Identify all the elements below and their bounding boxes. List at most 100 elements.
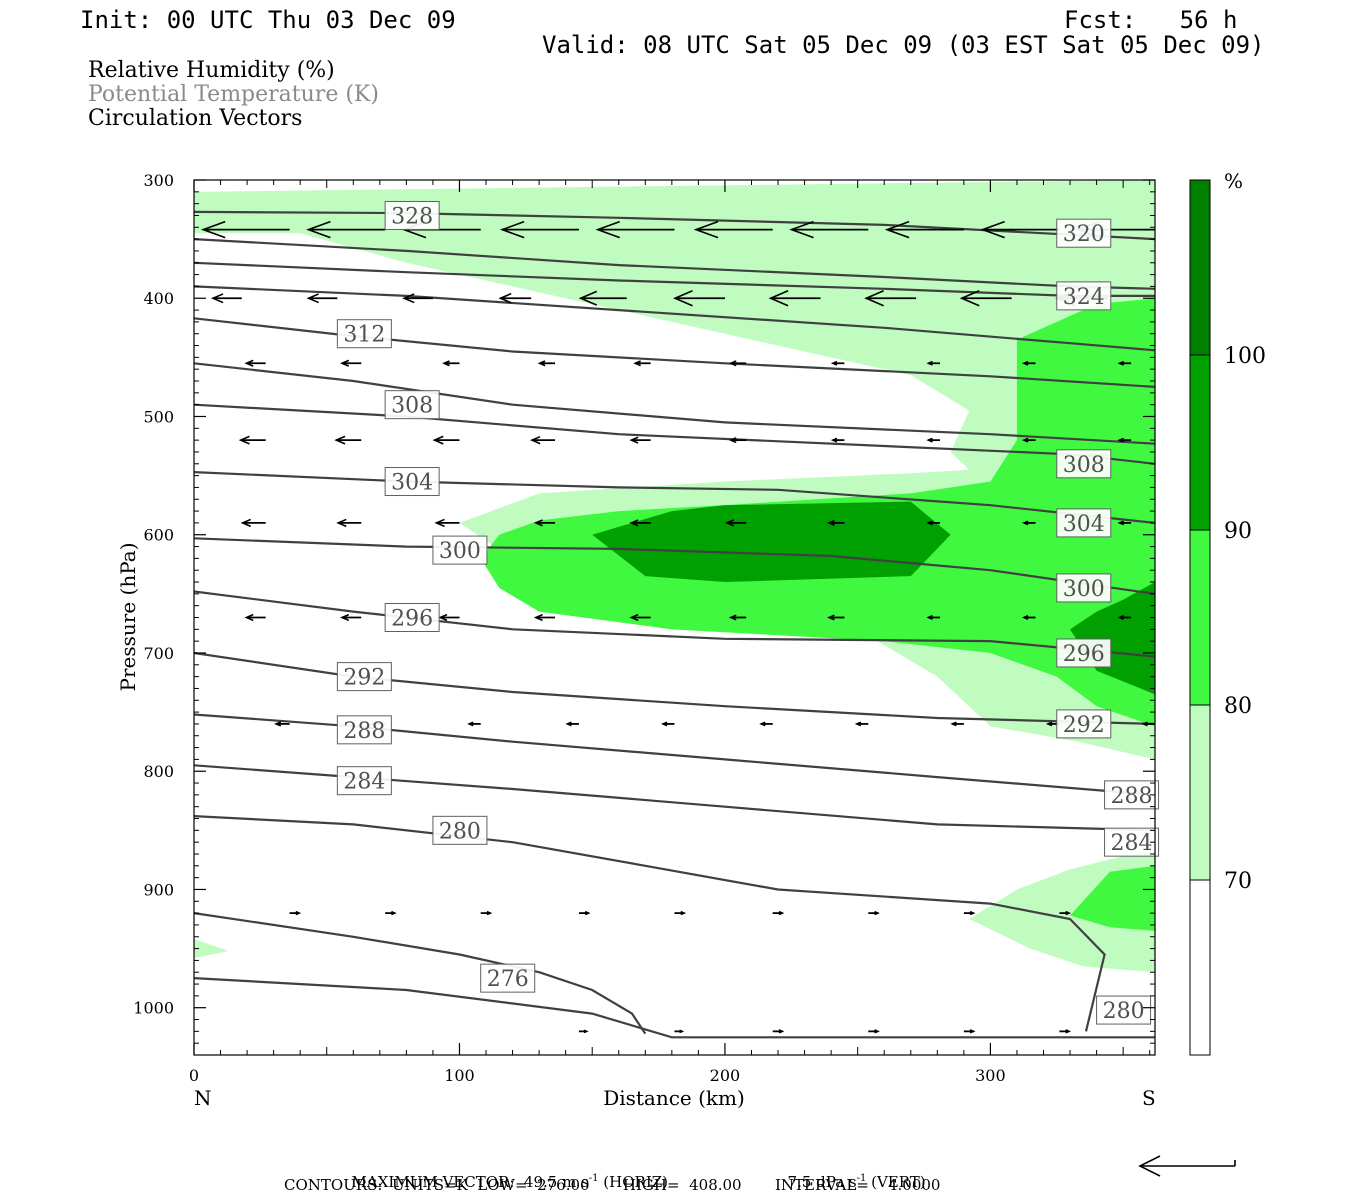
contour-label-box bbox=[480, 963, 536, 993]
vector-head bbox=[926, 520, 933, 526]
vector-head bbox=[1141, 721, 1148, 727]
vector-head bbox=[1045, 721, 1053, 727]
circulation-vector bbox=[336, 518, 362, 528]
circulation-vector bbox=[1021, 437, 1036, 443]
vector-head bbox=[210, 293, 224, 304]
contour-label-320: 320 bbox=[1063, 222, 1105, 247]
vector-head bbox=[950, 721, 957, 727]
circulation-vector bbox=[533, 613, 556, 622]
circulation-vector bbox=[768, 290, 821, 307]
theta-contour-3 bbox=[194, 285, 1155, 352]
circulation-vector bbox=[950, 721, 964, 727]
y-tick-label: 600 bbox=[143, 526, 174, 545]
contour-label-308: 308 bbox=[391, 394, 433, 419]
vector-head bbox=[629, 613, 639, 622]
reference-vector-head bbox=[1138, 1155, 1161, 1177]
contour-label-280: 280 bbox=[439, 819, 481, 844]
colorbar-segment bbox=[1190, 355, 1210, 530]
x-axis-title: Distance (km) bbox=[603, 1086, 745, 1110]
circulation-vector bbox=[238, 435, 266, 445]
horiz-tag: (HORIZ) bbox=[598, 1173, 669, 1191]
theta-contour-308 bbox=[194, 362, 1155, 445]
circulation-vector bbox=[1021, 615, 1036, 620]
circulation-vector bbox=[385, 910, 397, 916]
vector-head bbox=[854, 721, 862, 727]
contour-label-box bbox=[336, 766, 392, 796]
vector-head bbox=[926, 437, 933, 443]
vector-head bbox=[728, 360, 737, 367]
vector-head bbox=[874, 910, 880, 916]
contour-label-304: 304 bbox=[1063, 512, 1105, 537]
endpoint-right: S bbox=[1142, 1086, 1156, 1110]
contour-label-300: 300 bbox=[439, 539, 481, 564]
vector-head bbox=[673, 290, 693, 307]
vector-head bbox=[340, 359, 350, 367]
circulation-vector bbox=[854, 721, 869, 727]
vector-head bbox=[926, 360, 933, 366]
contour-label-box bbox=[336, 319, 392, 349]
rh-region-90-6 bbox=[1070, 582, 1155, 695]
vector-head bbox=[533, 613, 543, 622]
theta-contour-296 bbox=[194, 590, 1155, 658]
circulation-vector bbox=[274, 721, 290, 727]
circulation-vector bbox=[868, 1029, 880, 1034]
vector-head bbox=[864, 290, 884, 307]
vector-head bbox=[693, 220, 719, 239]
circulation-vector bbox=[334, 435, 362, 445]
vector-head bbox=[240, 518, 252, 528]
theta-contour-328 bbox=[194, 210, 1155, 241]
footer-contours: CONTOURS: UNITS=K LOW= 276.00 HIGH= 408.… bbox=[284, 1176, 941, 1194]
circulation-vector bbox=[578, 1029, 589, 1034]
theta-contour-288 bbox=[194, 713, 1155, 796]
contour-label-box bbox=[336, 662, 392, 692]
circulation-vector bbox=[1117, 437, 1132, 443]
endpoint-left: N bbox=[194, 1086, 212, 1110]
circulation-vector bbox=[1117, 615, 1132, 620]
vector-head bbox=[728, 437, 737, 444]
circulation-vector bbox=[629, 519, 651, 527]
circulation-vector bbox=[289, 910, 302, 916]
x-tick-label: 0 bbox=[189, 1066, 199, 1085]
contour-label-308: 308 bbox=[1063, 453, 1105, 478]
rh-region-70-1 bbox=[194, 939, 229, 959]
vector-head bbox=[442, 360, 450, 367]
vector-head bbox=[306, 293, 319, 304]
y-tick-label: 900 bbox=[143, 880, 174, 899]
contour-label-296: 296 bbox=[391, 607, 433, 632]
vector-head bbox=[486, 910, 493, 916]
vector-head bbox=[434, 518, 445, 528]
y-axis-title: Pressure (hPa) bbox=[116, 543, 140, 692]
vector-head bbox=[438, 613, 448, 622]
vector-head bbox=[584, 910, 591, 916]
y-tick-label: 1000 bbox=[133, 999, 174, 1018]
vector-head bbox=[1065, 910, 1072, 916]
vector-head bbox=[499, 220, 525, 239]
vector-head bbox=[537, 360, 546, 367]
vector-head bbox=[533, 519, 543, 527]
vector-head bbox=[402, 293, 415, 304]
circulation-vector bbox=[578, 910, 591, 916]
vector-head bbox=[295, 910, 302, 916]
circulation-vector bbox=[772, 910, 785, 916]
circulation-vector bbox=[830, 360, 845, 366]
circulation-vector bbox=[724, 519, 747, 527]
circulation-vector bbox=[100, 222, 194, 238]
y-tick-label: 800 bbox=[143, 762, 174, 781]
circulation-vector bbox=[432, 435, 460, 445]
circulation-vector bbox=[210, 293, 242, 304]
footer-max-vector: MAXIMUM VECTOR: 49.5 m s-1 (HORIZ) bbox=[351, 1173, 669, 1191]
circulation-vector bbox=[1059, 1029, 1072, 1034]
rh-region-80-4 bbox=[1070, 865, 1155, 931]
circulation-vector bbox=[529, 435, 556, 445]
circulation-vector bbox=[629, 436, 651, 444]
theta-contour-292 bbox=[194, 651, 1155, 725]
theta-contour-15 bbox=[194, 977, 1155, 1039]
vector-head bbox=[1021, 437, 1029, 443]
theta-contour-312 bbox=[194, 317, 1155, 388]
vector-head bbox=[789, 220, 814, 239]
circulation-vector bbox=[340, 359, 362, 367]
contour-label-box bbox=[432, 815, 488, 845]
circulation-vector bbox=[244, 613, 266, 622]
vector-head bbox=[759, 721, 766, 727]
contour-label-328: 328 bbox=[391, 204, 433, 229]
